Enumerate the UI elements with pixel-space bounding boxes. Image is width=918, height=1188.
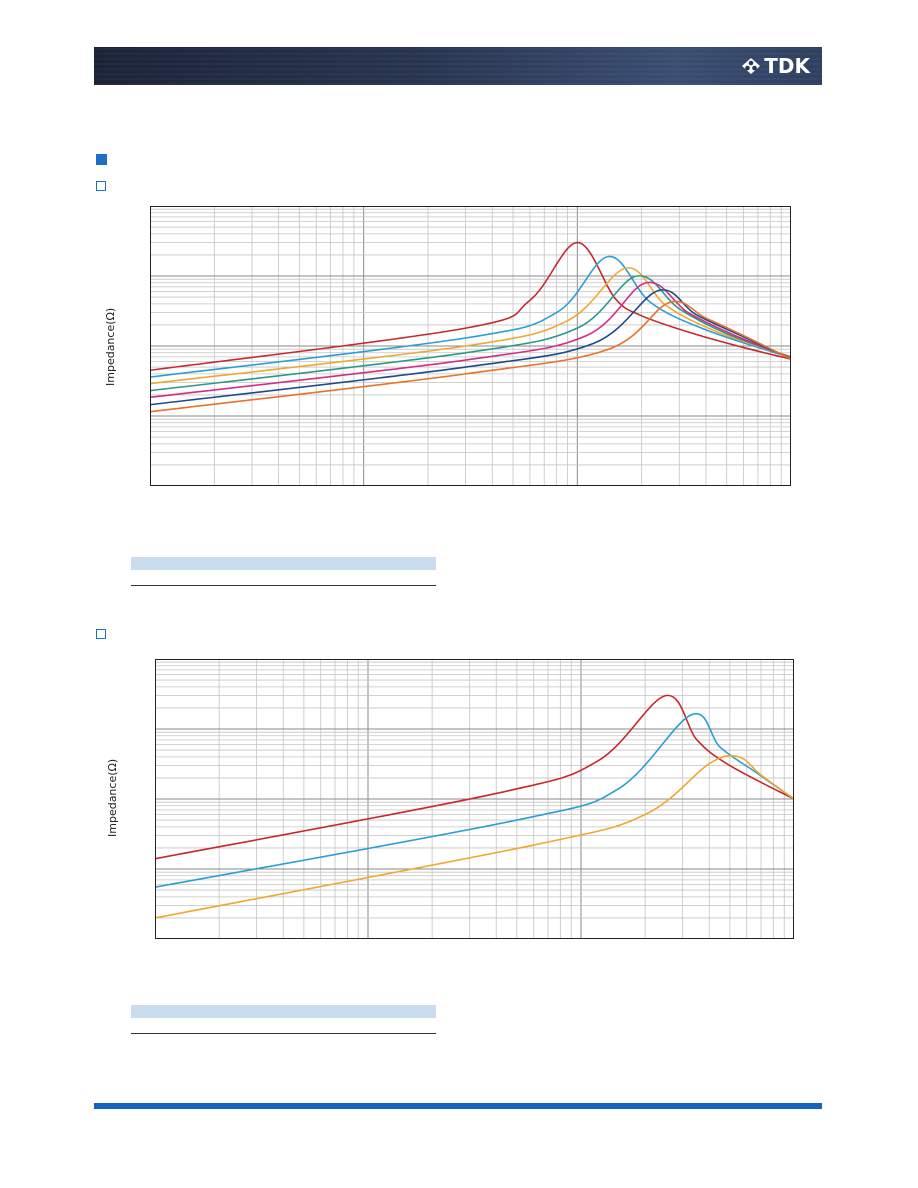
section-marker [96, 154, 107, 165]
subsection-marker-2 [96, 629, 106, 639]
grid [155, 659, 794, 939]
tdk-logo: TDK [741, 54, 810, 78]
series-line-1 [155, 694, 794, 860]
series-line-2 [155, 712, 794, 888]
series-line-2 [150, 255, 791, 378]
series-line-7 [150, 300, 791, 413]
series-line-4 [150, 275, 791, 392]
table-1-header [131, 557, 436, 570]
impedance-chart-2 [155, 659, 794, 939]
table-1-rule [131, 585, 436, 586]
chart-2-ylabel: Impedance(Ω) [106, 758, 119, 837]
plot-frame [150, 206, 791, 486]
footer-bar [94, 1103, 822, 1109]
subsection-marker-1 [96, 181, 106, 191]
header-band: TDK [94, 47, 822, 85]
series-line-3 [155, 754, 794, 919]
series-line-5 [150, 281, 791, 399]
series-line-1 [150, 241, 791, 372]
series-line-3 [150, 267, 791, 385]
series-line-6 [150, 289, 791, 406]
table-2-rule [131, 1033, 436, 1034]
tdk-emblem-icon [742, 58, 761, 74]
plot-frame [155, 659, 794, 939]
table-2-header [131, 1005, 436, 1018]
impedance-chart-1 [150, 206, 791, 486]
chart-1-ylabel: Impedance(Ω) [104, 307, 117, 386]
logo-text: TDK [764, 54, 810, 78]
header-texture [94, 47, 822, 85]
